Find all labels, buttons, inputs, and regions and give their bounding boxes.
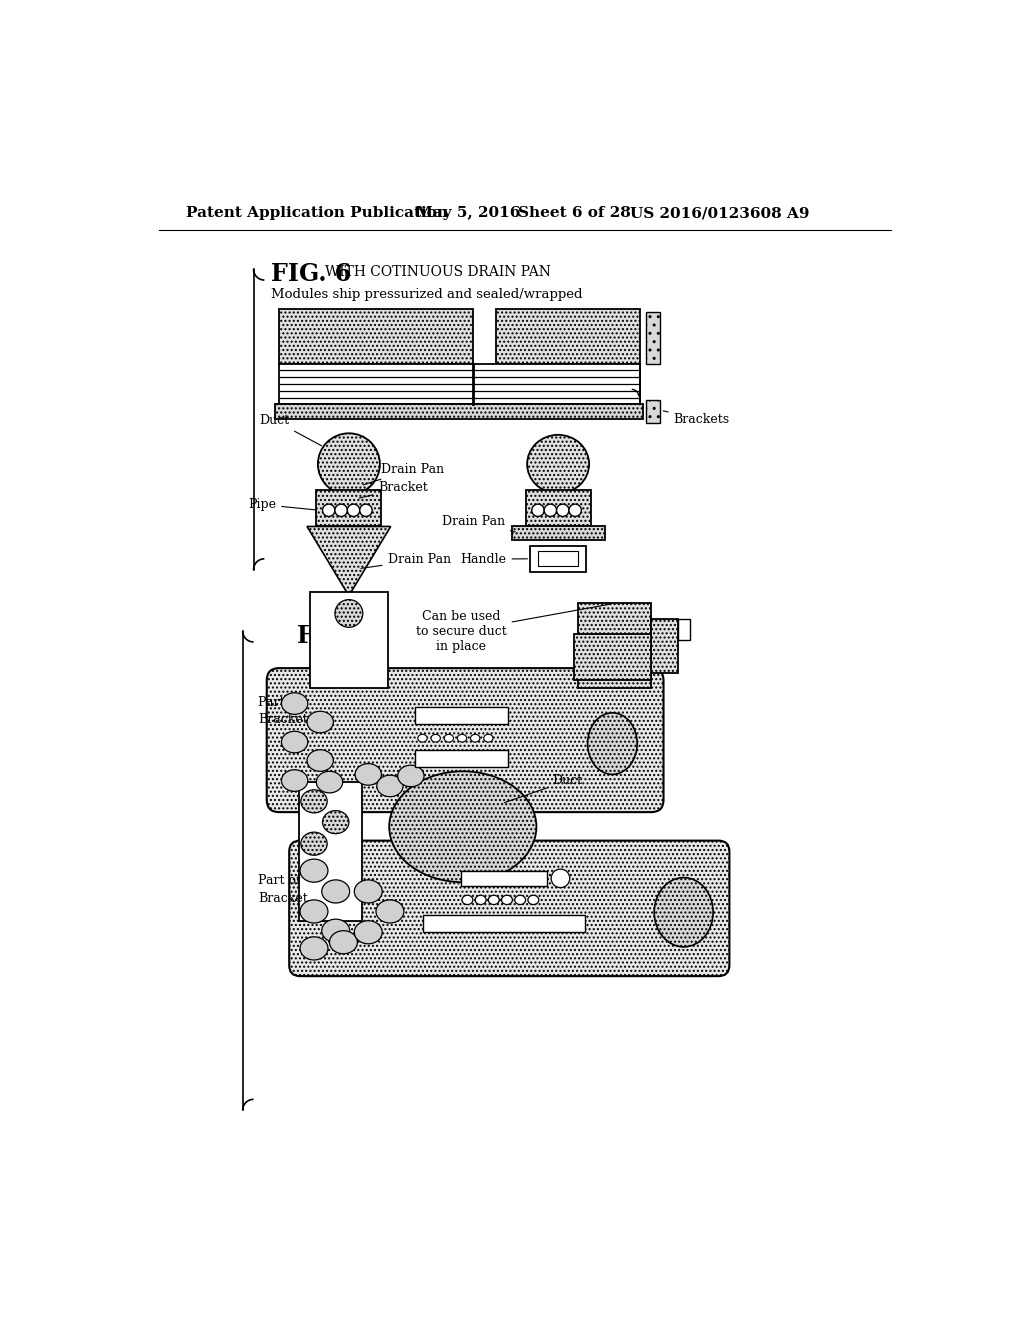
Text: Modules ship pressurized and sealed/wrapped: Modules ship pressurized and sealed/wrap… xyxy=(270,288,582,301)
Ellipse shape xyxy=(323,504,335,516)
Ellipse shape xyxy=(322,880,349,903)
Ellipse shape xyxy=(307,711,334,733)
Bar xyxy=(512,527,604,540)
Ellipse shape xyxy=(551,869,569,887)
Ellipse shape xyxy=(588,713,637,775)
Bar xyxy=(525,490,591,527)
Ellipse shape xyxy=(389,771,537,882)
Ellipse shape xyxy=(282,770,308,792)
Ellipse shape xyxy=(355,763,381,785)
Bar xyxy=(415,750,508,767)
Text: Drain Pan: Drain Pan xyxy=(442,515,515,532)
Ellipse shape xyxy=(316,771,343,793)
Text: Patent Application Publication: Patent Application Publication xyxy=(186,206,449,220)
Ellipse shape xyxy=(418,734,427,742)
Text: Can be used
to secure duct
in place: Can be used to secure duct in place xyxy=(416,605,611,652)
Ellipse shape xyxy=(282,693,308,714)
Bar xyxy=(310,591,388,688)
Ellipse shape xyxy=(444,734,454,742)
Text: WITH COTINUOUS DRAIN PAN: WITH COTINUOUS DRAIN PAN xyxy=(325,264,551,279)
Text: Drain Pan: Drain Pan xyxy=(360,553,451,569)
Text: Sheet 6 of 28: Sheet 6 of 28 xyxy=(518,206,631,220)
Ellipse shape xyxy=(544,504,557,516)
Bar xyxy=(573,635,651,681)
Ellipse shape xyxy=(300,937,328,960)
Ellipse shape xyxy=(531,504,544,516)
Text: Drain Pan: Drain Pan xyxy=(364,462,444,484)
Text: Duct: Duct xyxy=(260,414,322,446)
Ellipse shape xyxy=(502,895,512,904)
Ellipse shape xyxy=(322,919,349,942)
Ellipse shape xyxy=(354,880,382,903)
Ellipse shape xyxy=(458,734,467,742)
Ellipse shape xyxy=(301,832,328,855)
Ellipse shape xyxy=(323,810,349,834)
Text: US 2016/0123608 A9: US 2016/0123608 A9 xyxy=(630,206,810,220)
Ellipse shape xyxy=(335,504,347,516)
Text: Handle: Handle xyxy=(461,553,527,566)
Ellipse shape xyxy=(475,895,486,904)
Ellipse shape xyxy=(330,931,357,954)
Bar xyxy=(280,309,473,364)
Ellipse shape xyxy=(488,895,500,904)
Bar xyxy=(461,871,547,886)
Text: Bracket: Bracket xyxy=(359,480,428,498)
Bar xyxy=(646,400,660,424)
Ellipse shape xyxy=(335,599,362,627)
Ellipse shape xyxy=(569,504,582,516)
Text: Duct: Duct xyxy=(504,775,582,803)
Ellipse shape xyxy=(301,789,328,813)
Bar xyxy=(280,364,640,404)
Ellipse shape xyxy=(654,878,713,946)
Bar xyxy=(496,309,640,364)
FancyBboxPatch shape xyxy=(266,668,664,812)
Bar xyxy=(651,619,678,673)
Bar xyxy=(423,915,586,932)
Ellipse shape xyxy=(347,504,359,516)
FancyBboxPatch shape xyxy=(289,841,729,977)
Text: Brackets: Brackets xyxy=(664,411,730,426)
Ellipse shape xyxy=(354,921,382,944)
Ellipse shape xyxy=(282,731,308,752)
Ellipse shape xyxy=(471,734,480,742)
Ellipse shape xyxy=(317,433,380,495)
Ellipse shape xyxy=(527,434,589,494)
Text: Pipe: Pipe xyxy=(248,498,316,511)
Bar xyxy=(415,708,508,725)
Bar xyxy=(530,545,586,572)
Polygon shape xyxy=(307,527,391,595)
Ellipse shape xyxy=(431,734,440,742)
Ellipse shape xyxy=(557,504,569,516)
Bar xyxy=(316,490,381,527)
Bar xyxy=(538,552,579,566)
Ellipse shape xyxy=(377,775,403,797)
Bar xyxy=(578,603,651,688)
Ellipse shape xyxy=(300,900,328,923)
Ellipse shape xyxy=(462,895,473,904)
Bar xyxy=(275,404,643,420)
Ellipse shape xyxy=(397,766,424,787)
Text: FIG. 6: FIG. 6 xyxy=(270,261,351,285)
Text: FIG. 7: FIG. 7 xyxy=(297,624,378,648)
Text: May 5, 2016: May 5, 2016 xyxy=(417,206,520,220)
Bar xyxy=(646,313,660,364)
Ellipse shape xyxy=(359,504,372,516)
Ellipse shape xyxy=(300,859,328,882)
Ellipse shape xyxy=(483,734,493,742)
Ellipse shape xyxy=(515,895,525,904)
Text: Part of
Bracket: Part of Bracket xyxy=(258,874,308,904)
Bar xyxy=(299,781,362,921)
Ellipse shape xyxy=(528,895,539,904)
Bar xyxy=(678,619,690,640)
Ellipse shape xyxy=(376,900,403,923)
Ellipse shape xyxy=(307,750,334,771)
Text: Part of
Bracket: Part of Bracket xyxy=(258,696,308,726)
